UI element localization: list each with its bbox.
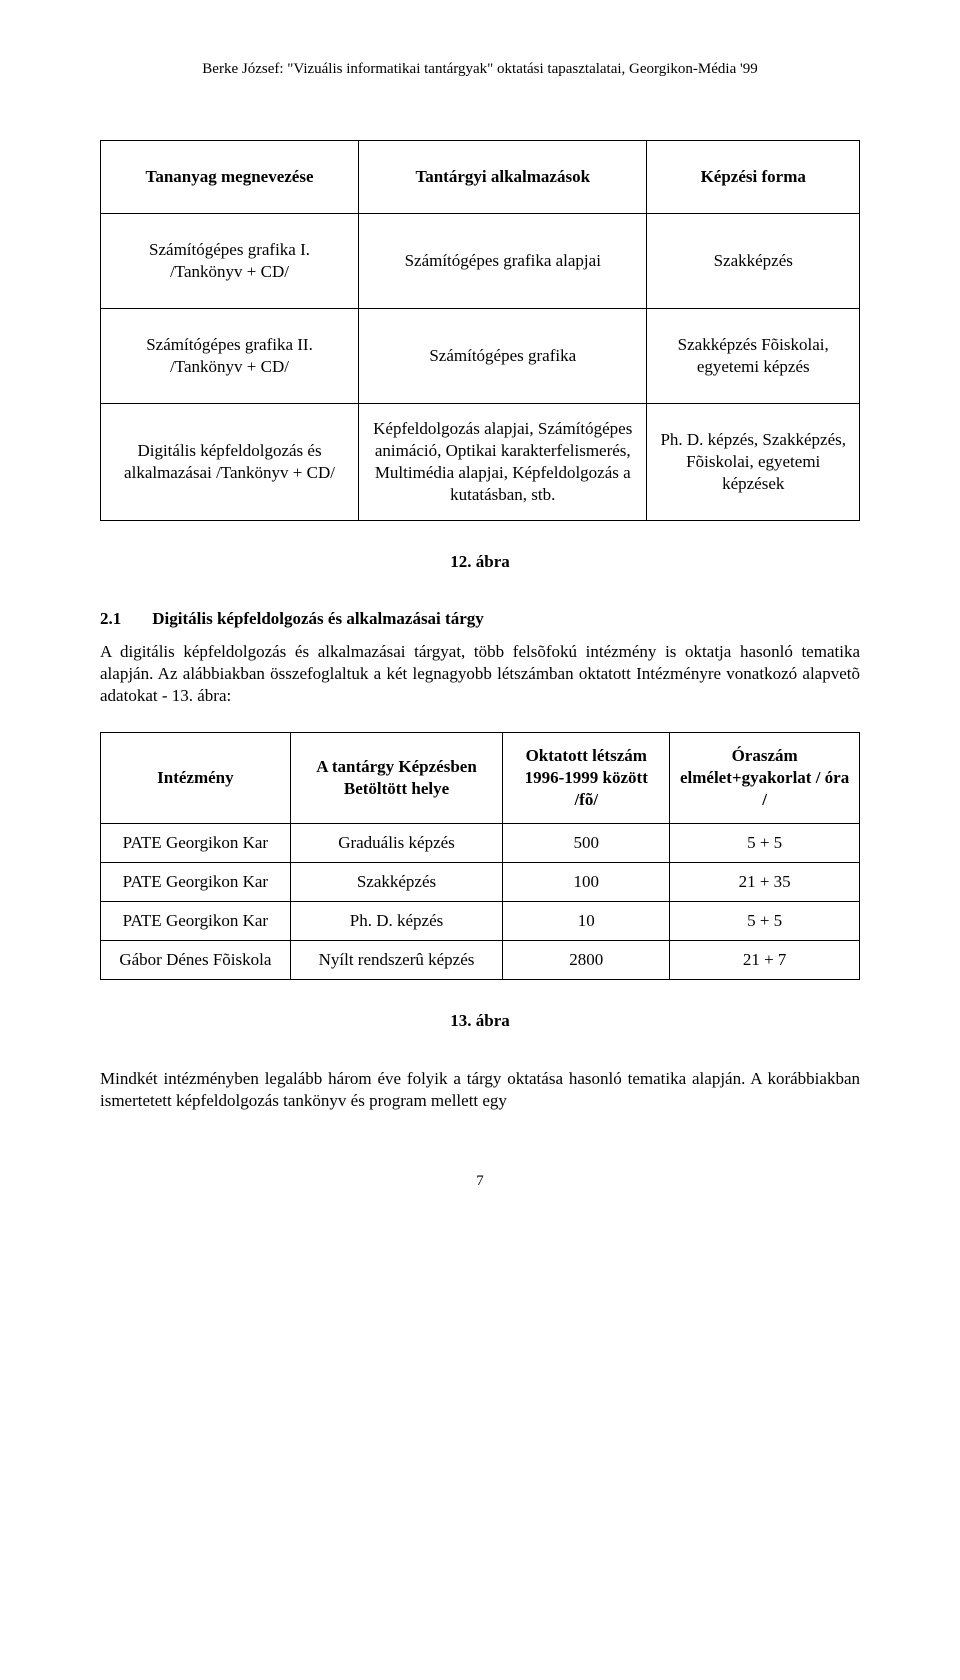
cell-count: 2800 [503, 941, 670, 980]
paragraph: A digitális képfeldolgozás és alkalmazás… [100, 641, 860, 707]
cell-app: Számítógépes grafika [359, 308, 647, 403]
cell-count: 500 [503, 824, 670, 863]
cell-inst: PATE Georgikon Kar [101, 824, 291, 863]
cell-hours: 21 + 7 [670, 941, 860, 980]
cell-form: Szakképzés [647, 213, 860, 308]
table-row: Digitális képfeldolgozás és alkalmazásai… [101, 403, 860, 520]
table-row: Intézmény A tantárgy Képzésben Betöltött… [101, 732, 860, 823]
section-heading: 2.1 Digitális képfeldolgozás és alkalmaz… [100, 608, 860, 630]
table-row: PATE Georgikon Kar Szakképzés 100 21 + 3… [101, 863, 860, 902]
cell-hours: 5 + 5 [670, 824, 860, 863]
section-title-text: Digitális képfeldolgozás és alkalmazásai… [152, 609, 483, 628]
table-institutions: Intézmény A tantárgy Képzésben Betöltött… [100, 732, 860, 981]
page-number: 7 [100, 1172, 860, 1192]
cell-name: Számítógépes grafika II. /Tankönyv + CD/ [101, 308, 359, 403]
cell-name: Számítógépes grafika I. /Tankönyv + CD/ [101, 213, 359, 308]
cell-app: Számítógépes grafika alapjai [359, 213, 647, 308]
cell-count: 10 [503, 902, 670, 941]
th-place: A tantárgy Képzésben Betöltött helye [290, 732, 503, 823]
cell-app: Képfeldolgozás alapjai, Számítógépes ani… [359, 403, 647, 520]
cell-form: Ph. D. képzés, Szakképzés, Fõiskolai, eg… [647, 403, 860, 520]
cell-inst: PATE Georgikon Kar [101, 863, 291, 902]
table-row: Számítógépes grafika I. /Tankönyv + CD/ … [101, 213, 860, 308]
table-row: PATE Georgikon Kar Ph. D. képzés 10 5 + … [101, 902, 860, 941]
table-materials: Tananyag megnevezése Tantárgyi alkalmazá… [100, 140, 860, 522]
cell-place: Ph. D. képzés [290, 902, 503, 941]
cell-inst: PATE Georgikon Kar [101, 902, 291, 941]
cell-inst: Gábor Dénes Fõiskola [101, 941, 291, 980]
th-form: Képzési forma [647, 140, 860, 213]
cell-hours: 21 + 35 [670, 863, 860, 902]
cell-name: Digitális képfeldolgozás és alkalmazásai… [101, 403, 359, 520]
th-hours: Óraszám elmélet+gyakorlat / óra / [670, 732, 860, 823]
th-name: Tananyag megnevezése [101, 140, 359, 213]
paragraph: Mindkét intézményben legalább három éve … [100, 1068, 860, 1112]
cell-count: 100 [503, 863, 670, 902]
figure-label-13: 13. ábra [100, 1010, 860, 1032]
section-number: 2.1 [100, 608, 148, 630]
table-row: PATE Georgikon Kar Graduális képzés 500 … [101, 824, 860, 863]
cell-form: Szakképzés Fõiskolai, egyetemi képzés [647, 308, 860, 403]
page-header: Berke József: "Vizuális informatikai tan… [100, 60, 860, 80]
cell-place: Graduális képzés [290, 824, 503, 863]
table-row: Számítógépes grafika II. /Tankönyv + CD/… [101, 308, 860, 403]
th-inst: Intézmény [101, 732, 291, 823]
table-row: Tananyag megnevezése Tantárgyi alkalmazá… [101, 140, 860, 213]
figure-label-12: 12. ábra [100, 551, 860, 573]
cell-place: Szakképzés [290, 863, 503, 902]
table-row: Gábor Dénes Fõiskola Nyílt rendszerû kép… [101, 941, 860, 980]
th-app: Tantárgyi alkalmazások [359, 140, 647, 213]
th-count: Oktatott létszám 1996-1999 között /fõ/ [503, 732, 670, 823]
cell-hours: 5 + 5 [670, 902, 860, 941]
cell-place: Nyílt rendszerû képzés [290, 941, 503, 980]
